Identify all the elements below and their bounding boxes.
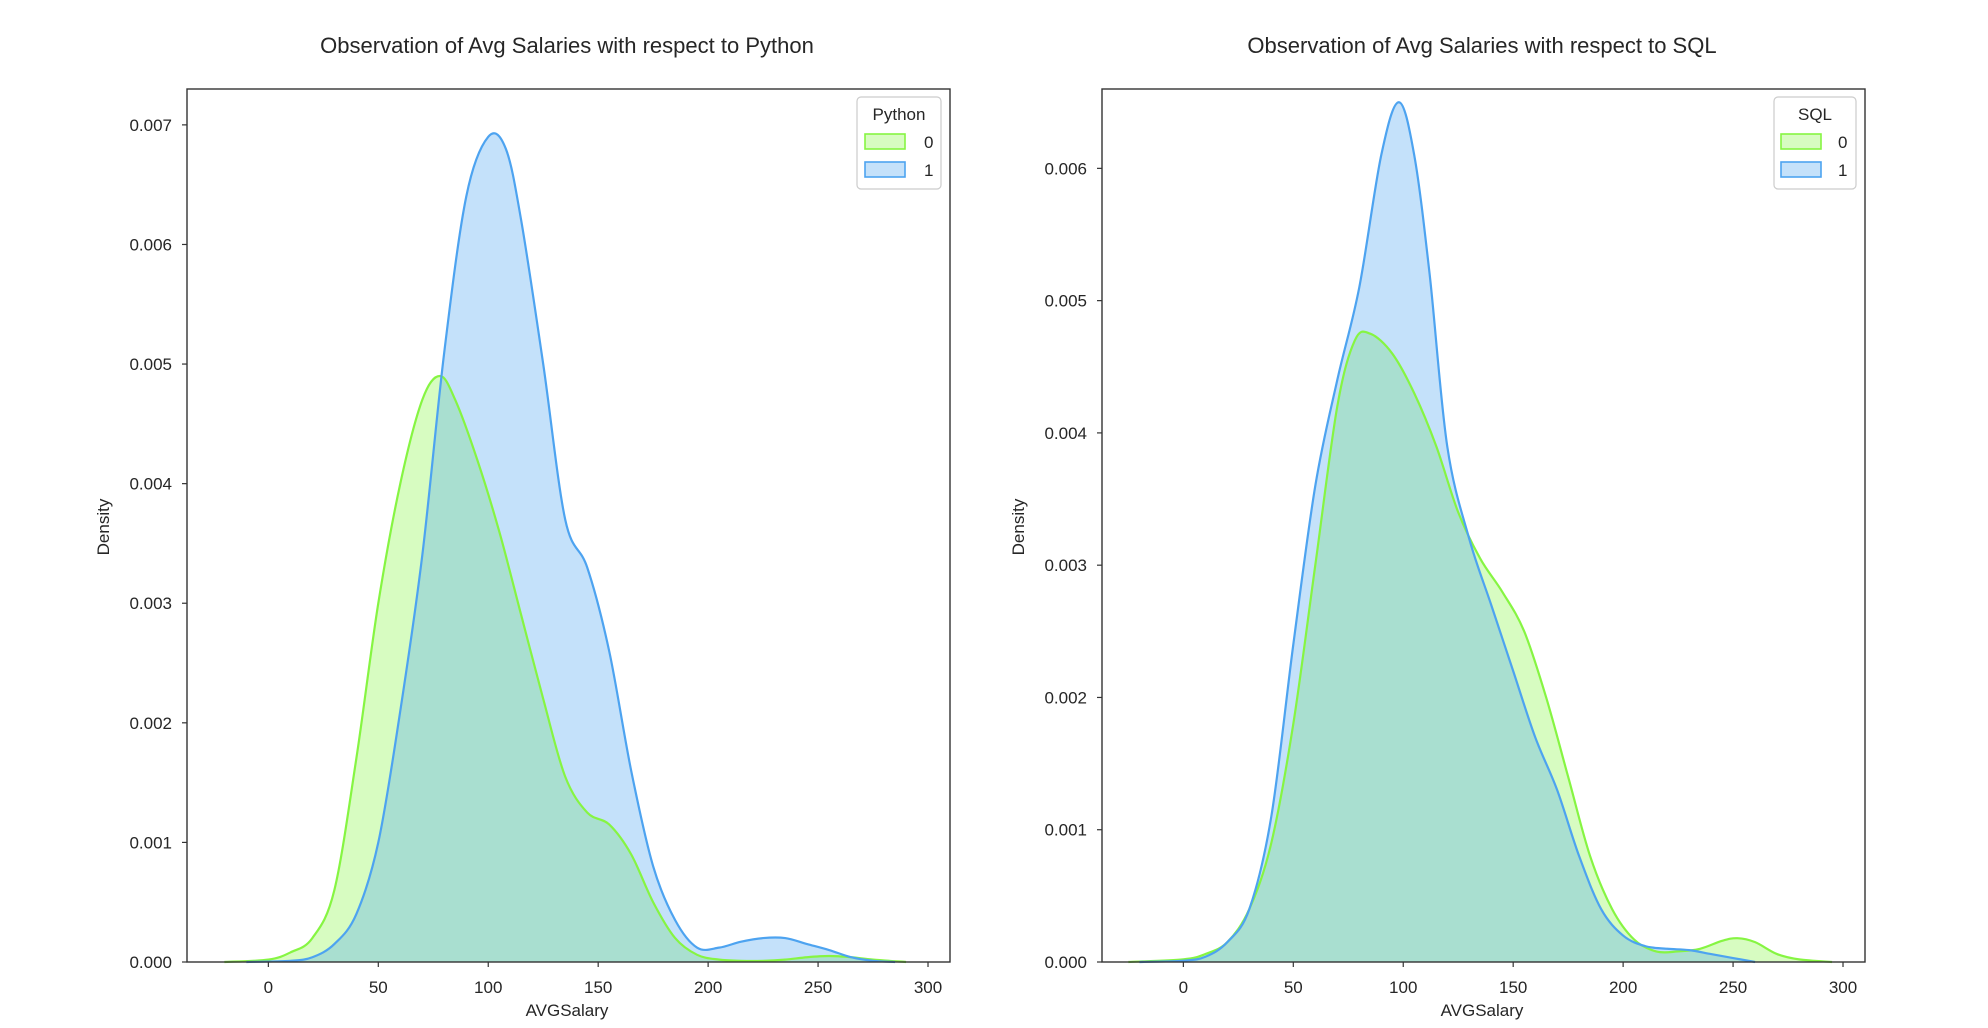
density-areas	[224, 132, 907, 964]
y-axis-ticks: 0.000 0.001 0.002 0.003 0.004 0.005 0.006	[1044, 159, 1102, 972]
x-tick-label: 300	[914, 978, 942, 997]
y-tick-label: 0.000	[1044, 953, 1087, 972]
legend-swatch-0	[1780, 133, 1822, 150]
y-tick-label: 0.005	[129, 355, 172, 374]
legend-swatch-1	[1780, 161, 1822, 178]
y-tick-label: 0.004	[1044, 424, 1087, 443]
density-line-0	[1128, 330, 1833, 964]
x-tick-label: 300	[1829, 978, 1857, 997]
y-axis-ticks: 0.000 0.001 0.002 0.003 0.004 0.005 0.006 0.007	[129, 116, 187, 972]
x-axis-label: AVGSalary	[526, 1001, 609, 1020]
legend: SQL 0 1	[1773, 96, 1857, 190]
y-tick-label: 0.001	[129, 833, 172, 852]
x-tick-label: 250	[1719, 978, 1747, 997]
x-tick-label: 0	[1179, 978, 1188, 997]
y-tick-label: 0.001	[1044, 821, 1087, 840]
y-tick-label: 0.007	[129, 116, 172, 135]
y-tick-label: 0.003	[1044, 556, 1087, 575]
x-tick-label: 100	[474, 978, 502, 997]
density-fill-1	[246, 133, 896, 962]
x-tick-label: 200	[1609, 978, 1637, 997]
x-tick-label: 0	[264, 978, 273, 997]
legend-box	[1773, 96, 1857, 190]
legend-title: SQL	[1798, 105, 1832, 124]
chart-title: Observation of Avg Salaries with respect…	[1247, 33, 1716, 58]
density-areas	[1128, 101, 1833, 964]
y-tick-label: 0.005	[1044, 292, 1087, 311]
density-fill-0	[1128, 331, 1833, 962]
plot-frame	[1101, 88, 1866, 963]
legend-box	[856, 96, 942, 190]
x-axis-ticks: 0 50 100 150 200 250 300	[1179, 962, 1857, 997]
density-fill-1	[1139, 102, 1756, 963]
x-axis-label: AVGSalary	[1441, 1001, 1524, 1020]
density-line-1	[1139, 101, 1756, 964]
density-fill-0	[224, 376, 907, 962]
y-tick-label: 0.006	[1044, 159, 1087, 178]
x-tick-label: 250	[804, 978, 832, 997]
x-tick-label: 150	[1499, 978, 1527, 997]
y-tick-label: 0.002	[1044, 688, 1087, 707]
legend-label-0: 0	[1838, 133, 1847, 152]
chart-panel-sql: Observation of Avg Salaries with respect…	[1009, 33, 1866, 1020]
y-tick-label: 0.002	[129, 714, 172, 733]
x-tick-label: 100	[1389, 978, 1417, 997]
y-axis-label: Density	[1009, 498, 1028, 555]
y-tick-label: 0.000	[129, 953, 172, 972]
y-axis-label: Density	[94, 498, 113, 555]
x-tick-label: 200	[694, 978, 722, 997]
legend-swatch-1	[864, 161, 906, 178]
plot-frame	[186, 88, 951, 963]
x-axis-ticks: 0 50 100 150 200 250 300	[264, 962, 942, 997]
y-tick-label: 0.006	[129, 235, 172, 254]
y-tick-label: 0.003	[129, 594, 172, 613]
legend-label-1: 1	[924, 161, 933, 180]
chart-title: Observation of Avg Salaries with respect…	[320, 33, 814, 58]
legend-title: Python	[873, 105, 926, 124]
chart-panel-python: Observation of Avg Salaries with respect…	[94, 33, 951, 1020]
density-line-1	[246, 132, 896, 964]
legend: Python 0 1	[856, 96, 942, 190]
x-tick-label: 50	[1284, 978, 1303, 997]
density-line-0	[224, 374, 907, 964]
y-tick-label: 0.004	[129, 475, 172, 494]
x-tick-label: 50	[369, 978, 388, 997]
legend-label-0: 0	[924, 133, 933, 152]
legend-label-1: 1	[1838, 161, 1847, 180]
x-tick-label: 150	[584, 978, 612, 997]
legend-swatch-0	[864, 133, 906, 150]
